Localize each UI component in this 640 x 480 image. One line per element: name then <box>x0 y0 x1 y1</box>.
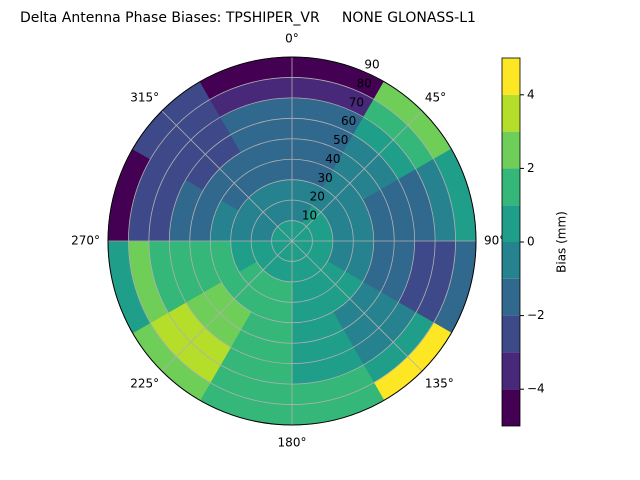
colorbar-tick-label: −2 <box>527 308 545 322</box>
r-tick-label: 50 <box>333 133 348 147</box>
colorbar-band <box>502 315 520 353</box>
grid-spoke <box>161 240 293 372</box>
theta-tick-label: 270° <box>71 234 100 248</box>
colorbar-band <box>502 168 520 206</box>
colorbar-band <box>502 94 520 132</box>
r-tick-label: 90 <box>364 58 379 72</box>
theta-tick-label: 90° <box>484 234 505 248</box>
colorbar-band <box>502 205 520 242</box>
theta-tick-label: 45° <box>425 91 446 105</box>
colorbar-band <box>502 278 520 316</box>
theta-tick-label: 315° <box>130 91 159 105</box>
polar-frame <box>107 56 477 426</box>
grid-spoke <box>161 110 293 242</box>
theta-tick-label: 135° <box>425 376 454 390</box>
colorbar-tick-label: 4 <box>527 87 535 101</box>
colorbar-band <box>502 352 520 390</box>
theta-tick-label: 225° <box>130 376 159 390</box>
colorbar-band <box>502 389 520 426</box>
grid-spoke <box>291 110 423 242</box>
colorbar-tick-label: 0 <box>527 235 535 249</box>
r-tick-label: 20 <box>310 190 325 204</box>
colorbar-tick-label: 2 <box>527 161 535 175</box>
theta-tick-label: 180° <box>278 436 307 450</box>
r-tick-label: 70 <box>349 95 364 109</box>
r-tick-label: 60 <box>341 114 356 128</box>
colorbar-label: Bias (mm) <box>555 211 569 273</box>
theta-tick-label: 0° <box>285 32 299 46</box>
grid-spoke <box>291 240 423 372</box>
colorbar-band <box>502 242 520 279</box>
r-tick-label: 10 <box>302 209 317 223</box>
r-tick-label: 80 <box>357 76 372 90</box>
r-tick-label: 30 <box>317 171 332 185</box>
r-tick-label: 40 <box>325 152 340 166</box>
colorbar-band <box>502 58 520 95</box>
colorbar-band <box>502 131 520 169</box>
colorbar-tick-label: −4 <box>527 382 545 396</box>
chart-title: Delta Antenna Phase Biases: TPSHIPER_VR … <box>20 10 476 26</box>
